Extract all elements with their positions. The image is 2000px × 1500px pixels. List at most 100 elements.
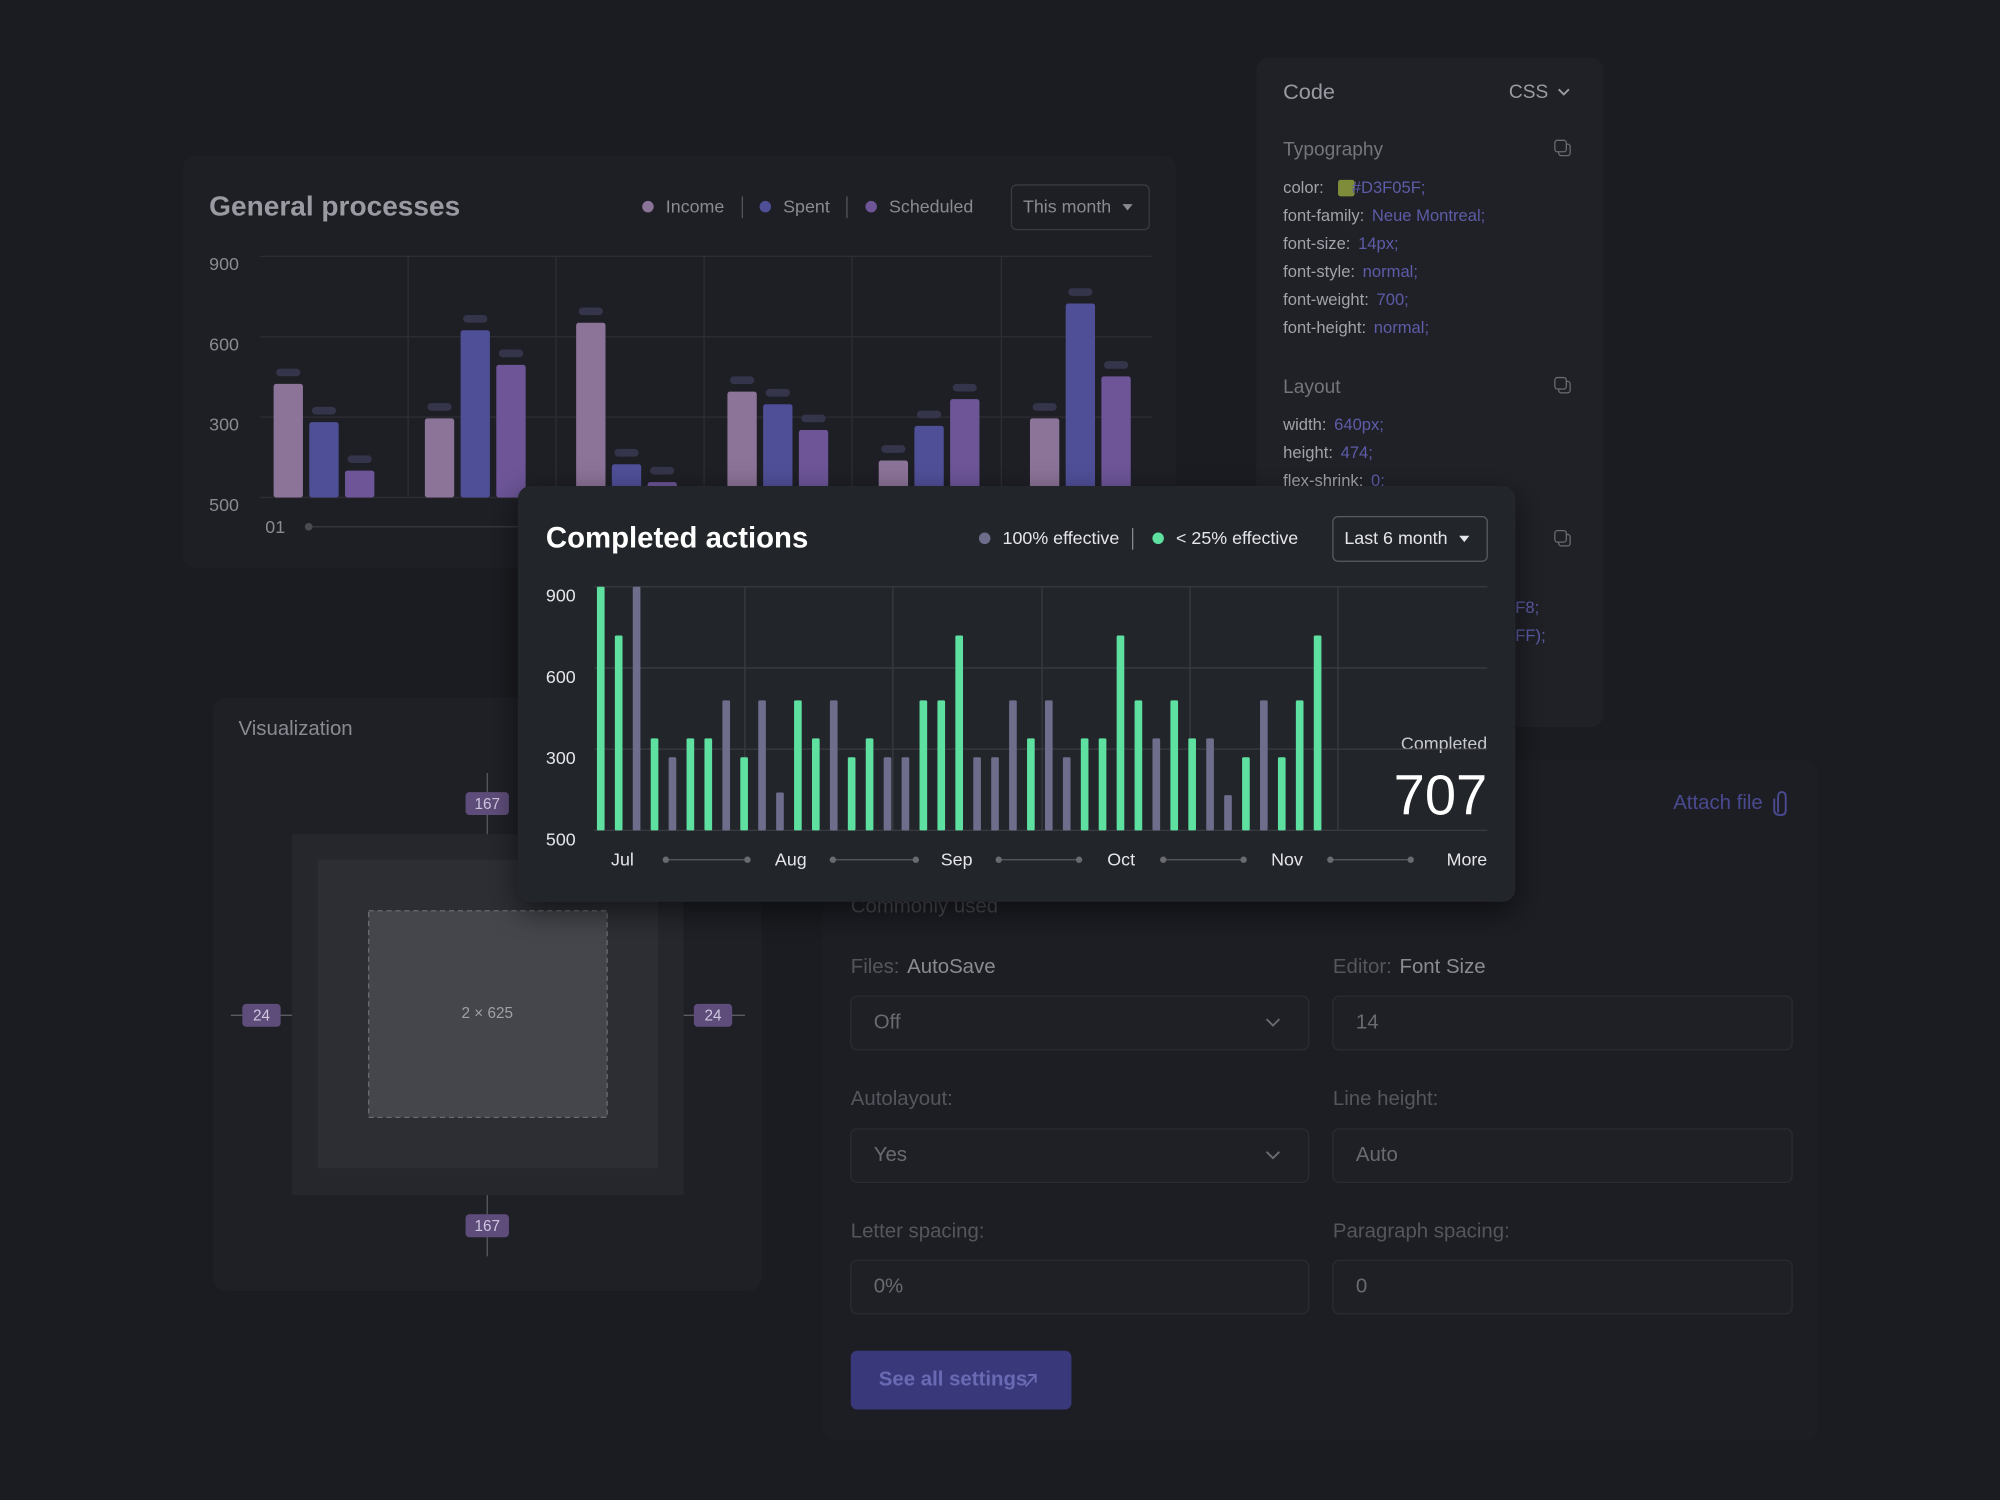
language-select[interactable]: CSS xyxy=(1509,82,1548,103)
bar xyxy=(1134,700,1143,831)
bar xyxy=(1065,303,1096,498)
dropdown-label: This month xyxy=(1023,197,1111,217)
legend-label: Scheduled xyxy=(889,197,973,217)
chevron xyxy=(1557,88,1570,96)
code-fragment: FF); xyxy=(1515,626,1545,645)
select[interactable] xyxy=(850,1128,1310,1184)
summary-value: 707 xyxy=(1394,764,1488,827)
input-value: 0 xyxy=(1356,1275,1367,1297)
bar xyxy=(758,700,766,831)
bar xyxy=(727,391,757,498)
code-key: width: xyxy=(1282,415,1326,434)
bar xyxy=(632,586,641,831)
select[interactable] xyxy=(850,995,1310,1051)
input[interactable] xyxy=(850,1259,1310,1315)
bar xyxy=(1295,700,1304,831)
code-line: font-size: 14px; xyxy=(1283,234,1398,253)
legend-dot xyxy=(1152,532,1164,545)
bar xyxy=(740,757,748,831)
attach-link[interactable]: Attach file xyxy=(1673,792,1763,814)
badge xyxy=(242,1003,281,1027)
bar-cap xyxy=(801,414,826,423)
legend-label: Spent xyxy=(783,197,830,217)
bar xyxy=(1260,700,1268,831)
bar xyxy=(794,700,802,831)
summary-label: Completed xyxy=(1401,734,1487,754)
legend-label: < 25% effective xyxy=(1176,528,1298,548)
label-value: AutoSave xyxy=(907,957,995,979)
code-line: font-style: normal; xyxy=(1283,262,1418,281)
label: Editor: xyxy=(1333,957,1392,979)
input[interactable] xyxy=(1332,1128,1793,1184)
button[interactable] xyxy=(850,1350,1072,1410)
bar xyxy=(1009,700,1017,831)
code-key: font-height: xyxy=(1283,318,1366,337)
code-line: color: #D3F05F; xyxy=(1283,178,1425,197)
x-axis-label: Jul xyxy=(611,850,634,870)
code-value: 640px; xyxy=(1334,415,1384,434)
bar xyxy=(704,738,713,831)
badge-label: 24 xyxy=(253,1008,271,1025)
legend-dot xyxy=(865,200,877,213)
bar-cap xyxy=(1068,288,1093,296)
field-label: Line height: xyxy=(1333,1088,1438,1110)
x-axis-label: Nov xyxy=(1271,850,1303,870)
bar xyxy=(914,425,944,498)
bar-cap xyxy=(1032,403,1057,411)
bar-cap xyxy=(276,368,301,377)
legend-label: Income xyxy=(666,197,725,217)
badge-label: 167 xyxy=(474,796,500,813)
code-line: font-weight: 700; xyxy=(1283,290,1409,309)
bar-cap xyxy=(311,406,337,415)
bar xyxy=(1116,635,1125,831)
x-axis-label: Oct xyxy=(1107,850,1135,870)
code-key: font-weight: xyxy=(1283,290,1369,309)
copy-icon[interactable] xyxy=(1554,376,1571,394)
input[interactable] xyxy=(1332,995,1793,1051)
y-tick-label: 300 xyxy=(546,748,576,768)
content-box xyxy=(367,910,608,1118)
legend-dot xyxy=(759,200,772,213)
bar xyxy=(460,330,490,498)
bar xyxy=(1313,635,1322,831)
input[interactable] xyxy=(1332,1259,1793,1315)
bar xyxy=(1101,376,1131,498)
panel-title: Code xyxy=(1283,79,1335,104)
bar-cap xyxy=(916,410,942,419)
bar xyxy=(596,586,605,831)
panel-title: Completed actions xyxy=(546,521,808,554)
bar xyxy=(847,757,856,831)
bar xyxy=(1170,700,1179,831)
code-value: Neue Montreal; xyxy=(1372,206,1485,225)
label: Files: xyxy=(851,957,900,979)
y-tick-label: 900 xyxy=(209,254,239,274)
x-axis-label: Aug xyxy=(775,850,807,870)
code-key: color: xyxy=(1283,178,1324,197)
bar xyxy=(937,700,946,831)
x-axis-label[interactable]: More xyxy=(1447,850,1488,870)
bar xyxy=(950,399,980,498)
copy-icon[interactable] xyxy=(1554,139,1571,157)
bar xyxy=(614,635,623,831)
bar-cap xyxy=(1103,361,1129,369)
code-fragment: F8; xyxy=(1515,598,1539,617)
dropdown[interactable] xyxy=(1010,184,1150,231)
code-line: font-height: normal; xyxy=(1283,318,1429,337)
legend-label: 100% effective xyxy=(1003,528,1120,548)
code-value: normal; xyxy=(1363,262,1418,281)
code-value: 0; xyxy=(1371,472,1385,491)
bar xyxy=(345,470,375,498)
section-title: Typography xyxy=(1283,140,1383,161)
bar-cap xyxy=(729,376,755,384)
bar xyxy=(1224,795,1232,831)
copy-icon[interactable] xyxy=(1554,529,1571,547)
bar-cap xyxy=(765,388,790,397)
y-tick-label: 500 xyxy=(546,829,576,849)
color-swatch xyxy=(1338,179,1355,197)
dropdown-label: Last 6 month xyxy=(1344,528,1447,548)
field-label: Paragraph spacing: xyxy=(1333,1221,1510,1243)
dropdown[interactable] xyxy=(1332,515,1488,562)
bar xyxy=(1206,738,1214,831)
bar xyxy=(1029,418,1060,498)
code-line: height: 474; xyxy=(1283,443,1373,462)
